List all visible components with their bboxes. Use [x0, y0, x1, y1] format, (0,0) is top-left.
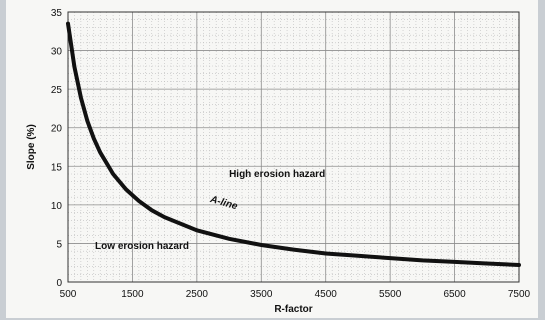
y-tick-label: 5: [56, 239, 62, 250]
y-tick-label: 30: [51, 47, 63, 58]
y-tick-label: 25: [51, 85, 63, 96]
y-tick-label: 10: [51, 201, 63, 212]
x-tick-label: 4500: [315, 289, 338, 300]
high-hazard-label: High erosion hazard: [229, 169, 325, 180]
erosion-hazard-chart: 500 1500 2500 3500 4500 5500 6500 7500 0 5 10 15 20 2…: [26, 8, 531, 315]
y-axis-title: Slope (%): [26, 124, 37, 170]
y-tick-label: 15: [51, 162, 63, 173]
tick-labels: 500 1500 2500 3500 4500 5500 6500 7500 0 5 10 15 20 2…: [51, 8, 531, 300]
curve-label: A-line: [208, 194, 239, 213]
low-hazard-label: Low erosion hazard: [95, 241, 189, 252]
plot-border: [67, 11, 520, 283]
a-line-curve: [66, 21, 521, 267]
y-tick-label: 0: [56, 278, 62, 289]
x-tick-label: 7500: [508, 289, 531, 300]
x-tick-label: 3500: [250, 289, 273, 300]
x-tick-label: 2500: [186, 289, 209, 300]
chart-frame: 500 1500 2500 3500 4500 5500 6500 7500 0 5 10 15 20 2…: [6, 0, 538, 318]
y-tick-label: 35: [51, 8, 63, 19]
x-axis-title: R-factor: [274, 304, 312, 315]
x-tick-label: 1500: [121, 289, 144, 300]
x-tick-label: 500: [60, 289, 77, 300]
x-tick-label: 6500: [443, 289, 466, 300]
y-tick-label: 20: [51, 124, 63, 135]
x-tick-label: 5500: [379, 289, 402, 300]
